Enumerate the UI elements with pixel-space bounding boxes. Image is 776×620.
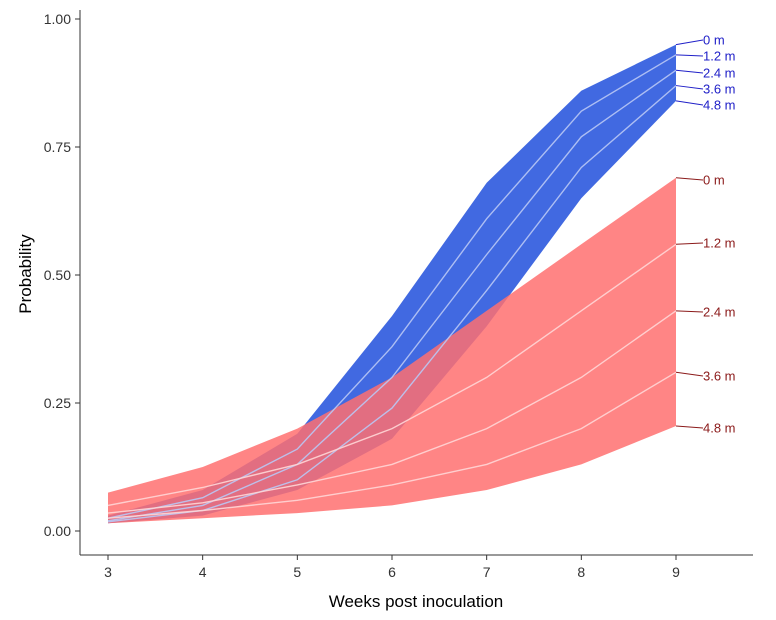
series-line-1-12m: [107, 54, 677, 519]
y-tick-label: 0.75: [44, 139, 71, 155]
series-line-2-36m: [107, 371, 677, 519]
series-end-label: 3.6 m: [703, 82, 736, 97]
end-label-leader: [675, 54, 704, 57]
x-tick-label: 7: [483, 564, 491, 580]
end-label-leader: [675, 310, 704, 313]
x-tick-label: 4: [199, 564, 207, 580]
y-axis-title: Probability: [16, 234, 35, 314]
x-tick-label: 8: [577, 564, 585, 580]
series-end-label: 0 m: [703, 173, 725, 188]
series-end-label: 2.4 m: [703, 305, 736, 320]
x-tick-label: 9: [672, 564, 680, 580]
series-end-label: 0 m: [703, 33, 725, 48]
series-end-label: 3.6 m: [703, 369, 736, 384]
series-lines-layer: [107, 54, 677, 523]
band-group-2: [108, 177, 676, 524]
end-label-leader: [675, 242, 704, 245]
series-line-2-12m: [107, 243, 677, 507]
x-tick-label: 5: [293, 564, 301, 580]
end-label-leader: [675, 69, 704, 74]
series-end-label: 1.2 m: [703, 236, 736, 251]
series-line-1-24m: [107, 69, 677, 522]
y-tick-label: 1.00: [44, 11, 71, 27]
bands-layer: [108, 44, 676, 524]
y-tick-label: 0.00: [44, 523, 71, 539]
series-end-label: 1.2 m: [703, 49, 736, 64]
end-label-leader: [675, 425, 704, 429]
end-label-leader: [675, 39, 704, 46]
end-label-leader: [675, 100, 704, 106]
end-label-leader: [675, 85, 704, 90]
series-line-2-24m: [107, 310, 677, 514]
x-tick-label: 3: [104, 564, 112, 580]
series-end-label: 2.4 m: [703, 66, 736, 81]
series-end-label: 4.8 m: [703, 98, 736, 113]
y-tick-label: 0.25: [44, 395, 71, 411]
end-label-leader: [675, 371, 704, 377]
axes-layer: 0.00 0.25 0.50 0.75 1.00 3 4 5 6 7 8 9: [44, 10, 753, 580]
end-label-leader: [675, 177, 704, 181]
end-labels-layer: 0 m1.2 m2.4 m3.6 m4.8 m0 m1.2 m2.4 m3.6 …: [675, 33, 736, 436]
x-axis-title: Weeks post inoculation: [329, 592, 504, 611]
series-end-label: 4.8 m: [703, 421, 736, 436]
y-tick-label: 0.50: [44, 267, 71, 283]
x-tick-label: 6: [388, 564, 396, 580]
